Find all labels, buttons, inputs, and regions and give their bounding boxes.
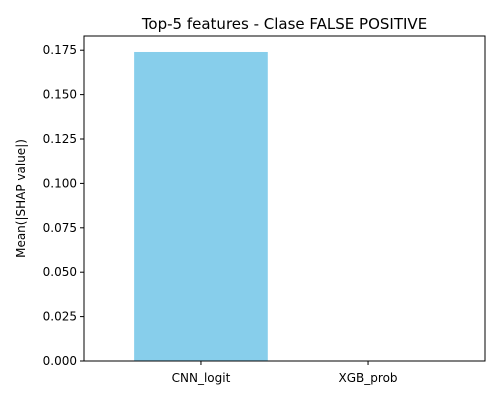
y-tick-label: 0.125 — [43, 132, 77, 146]
y-tick-label: 0.000 — [43, 354, 77, 368]
y-axis-ticks: 0.000 0.025 0.050 0.075 0.100 0.125 0.150 0.175 — [43, 43, 84, 368]
y-tick-label: 0.050 — [43, 265, 77, 279]
y-tick-label: 0.100 — [43, 176, 77, 190]
x-tick-label: XGB_prob — [339, 371, 398, 385]
chart-title: Top-5 features - Clase FALSE POSITIVE — [141, 15, 427, 33]
x-tick-label: CNN_logit — [172, 371, 231, 385]
y-axis-title: Mean(|SHAP value|) — [14, 139, 28, 258]
bar-cnn-logit — [134, 51, 268, 361]
bars-layer — [134, 51, 268, 361]
y-tick-label: 0.075 — [43, 221, 77, 235]
y-tick-label: 0.175 — [43, 43, 77, 57]
x-axis-ticks: CNN_logit XGB_prob — [172, 361, 398, 385]
plot-frame — [83, 35, 486, 362]
y-tick-label: 0.150 — [43, 88, 77, 102]
y-tick-label: 0.025 — [43, 310, 77, 324]
